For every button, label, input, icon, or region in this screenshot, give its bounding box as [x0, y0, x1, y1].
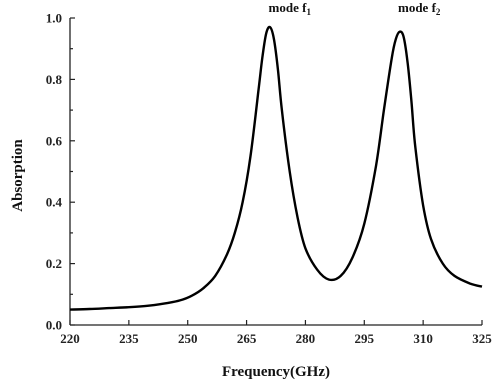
y-tick-label: 1.0 — [46, 11, 62, 26]
x-tick-label: 220 — [60, 331, 80, 346]
y-tick-label: 0.8 — [46, 72, 63, 87]
y-tick-label: 0.4 — [46, 195, 63, 210]
ticks: 220 235 250 265 280 295 310 325 0.0 0.2 0.4 0.6 0.8 1… — [46, 11, 493, 347]
x-tick-label: 235 — [119, 331, 139, 346]
mode-f2-label: mode f2 — [398, 0, 441, 17]
x-tick-label: 280 — [296, 331, 316, 346]
y-tick-label: 0.6 — [46, 133, 63, 148]
annotations: mode f1 mode f2 — [269, 0, 441, 17]
x-tick-label: 250 — [178, 331, 198, 346]
y-tick-label: 0.0 — [46, 318, 62, 333]
x-tick-label: 265 — [237, 331, 257, 346]
x-tick-label: 295 — [355, 331, 375, 346]
x-axis-title: Frequency(GHz) — [222, 364, 330, 380]
mode-f1-label: mode f1 — [269, 0, 312, 17]
x-tick-label: 310 — [413, 331, 433, 346]
x-tick-label: 325 — [472, 331, 492, 346]
y-axis-title: Absorption — [10, 139, 26, 212]
absorption-curve — [69, 25, 483, 311]
plot-area — [69, 25, 483, 311]
y-tick-label: 0.2 — [46, 256, 62, 271]
axes — [69, 18, 482, 326]
